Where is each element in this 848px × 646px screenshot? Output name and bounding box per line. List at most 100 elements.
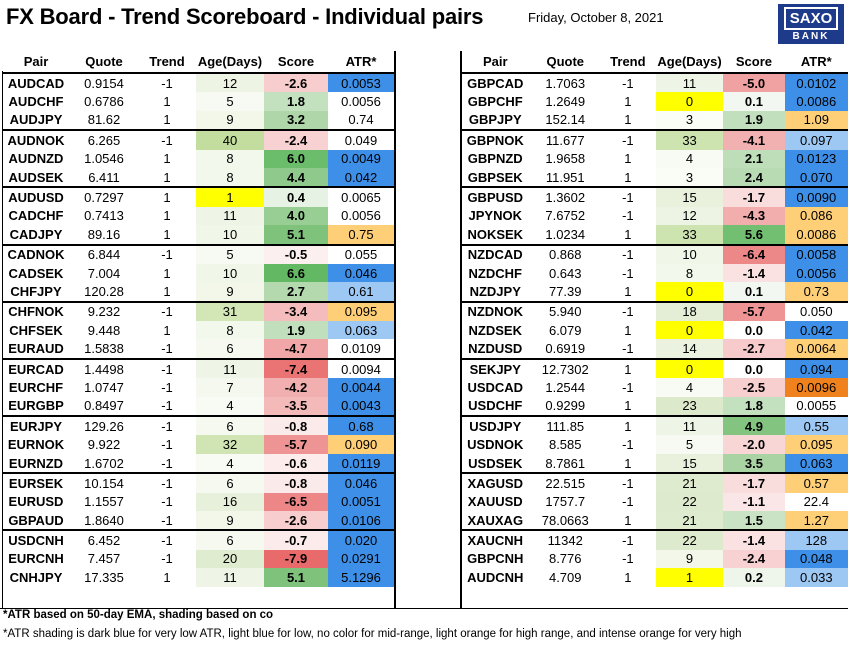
trend-cell: 1 [624,418,632,434]
table-row: USDCHF 0.9299 1 23 1.8 0.0055 [460,396,848,418]
quote-cell: 0.868 [548,247,582,263]
score-cell: -6.4 [723,244,785,264]
pair-cell: CADJPY [2,225,70,246]
quote-cell: 7.004 [87,265,121,281]
quote-cell: 1.7063 [545,75,586,91]
trend-cell: -1 [622,475,634,491]
pair-cell: CHFSEK [9,322,63,338]
quote-cell: 6.265 [87,132,121,148]
pair-cell: AUDCAD [7,75,65,91]
score-cell: -1.7 [723,187,785,207]
age-cell: 4 [655,149,724,168]
column-header-age-days: Age(Days) [196,51,264,74]
trend-cell: 1 [138,110,196,132]
trend-cell: -1 [622,75,634,91]
quote-cell: 0.9154 [84,75,124,91]
quote-cell: 1.3602 [545,190,586,206]
atr-cell: 0.0123 [784,149,848,168]
score-cell: -4.3 [723,206,785,226]
table-row: USDJPY 111.85 1 11 4.9 0.55 [460,416,848,436]
score-cell: 3.2 [264,110,328,132]
column-header-atr: ATR* [784,51,848,74]
score-cell: 5.6 [723,225,785,246]
score-cell: -1.7 [723,473,785,493]
trend-cell: -1 [161,132,173,148]
trend-cell: -1 [161,379,173,395]
table-row: EURJPY 129.26 -1 6 -0.8 0.68 [2,416,394,436]
table-row: JPYNOK 7.6752 -1 12 -4.3 0.086 [460,206,848,226]
pair-cell: GBPNOK [466,132,524,148]
center-divider-line [394,51,396,608]
age-cell: 21 [655,510,724,532]
score-cell: -5.7 [723,301,785,322]
atr-cell: 0.033 [784,568,848,587]
age-cell: 5 [196,244,264,264]
atr-cell: 0.0119 [328,453,394,475]
pair-cell: AUDCHF [8,94,64,110]
quote-cell: 8.7861 [530,453,600,475]
pair-cell: EURAUD [2,339,70,360]
table-row: USDCAD 1.2544 -1 4 -2.5 0.0096 [460,378,848,397]
score-cell: -2.7 [723,339,785,360]
quote-cell: 9.232 [87,304,121,320]
atr-cell: 5.1296 [328,568,394,587]
table-row: EURAUD 1.5838 -1 6 -4.7 0.0109 [2,339,394,360]
atr-cell: 0.094 [784,358,848,379]
trend-cell: 1 [624,151,632,167]
score-cell: -0.6 [264,453,328,475]
age-cell: 3 [655,110,724,132]
trend-cell: -1 [161,418,173,434]
quote-cell: 152.14 [530,110,600,132]
table-row: CHFJPY 120.28 1 9 2.7 0.61 [2,282,394,303]
table-row: GBPNOK 11.677 -1 33 -4.1 0.097 [460,130,848,150]
quote-cell: 1.0546 [84,151,124,167]
age-cell: 4 [196,453,264,475]
trend-cell: -1 [622,265,634,281]
table-row: EURSEK 10.154 -1 6 -0.8 0.046 [2,473,394,493]
quote-cell: 1.5838 [70,339,138,360]
age-cell: 5 [196,92,264,111]
score-cell: -4.7 [264,339,328,360]
trend-cell: 1 [624,94,632,110]
trend-cell: 1 [600,396,656,418]
pair-cell: CHFJPY [2,282,70,303]
age-cell: 33 [655,225,724,246]
atr-cell: 0.0106 [328,510,394,532]
quote-cell: 6.844 [87,247,121,263]
pair-cell: USDCAD [467,379,524,395]
score-cell: 2.4 [723,167,785,189]
trend-cell: -1 [622,379,634,395]
pair-cell: EURCAD [8,361,64,377]
footnote-atr-basis: *ATR based on 50-day EMA, shading based … [3,609,274,621]
header-row: Pair Quote Trend Age(Days) Score ATR* [2,51,394,74]
score-cell: -2.6 [264,73,328,93]
score-cell: 0.2 [723,568,785,587]
atr-cell: 0.0055 [784,396,848,418]
quote-cell: 77.39 [530,282,600,303]
score-cell: -5.7 [264,435,328,454]
score-cell: 0.1 [723,92,785,111]
age-cell: 1 [196,187,264,207]
table-row: EURNZD 1.6702 -1 4 -0.6 0.0119 [2,453,394,475]
atr-cell: 0.0109 [328,339,394,360]
age-cell: 32 [196,435,264,454]
age-cell: 15 [655,187,724,207]
score-cell: 0.4 [264,187,328,207]
age-cell: 5 [655,435,724,454]
table-row: NZDCAD 0.868 -1 10 -6.4 0.0058 [460,244,848,264]
pair-cell: AUDNOK [7,132,65,148]
table-row: USDSEK 8.7861 1 15 3.5 0.063 [460,453,848,475]
score-cell: 4.9 [723,416,785,436]
table-row: AUDNOK 6.265 -1 40 -2.4 0.049 [2,130,394,150]
age-cell: 10 [655,244,724,264]
atr-cell: 0.0094 [341,361,381,377]
atr-cell: 0.090 [328,435,394,454]
atr-cell: 0.0043 [328,396,394,418]
pair-cell: NZDJPY [460,282,531,303]
pair-cell: XAUXAG [460,510,531,532]
score-cell: -0.7 [264,530,328,550]
atr-cell: 0.0058 [784,244,848,264]
atr-cell: 0.55 [784,416,848,436]
pair-cell: CADCHF [8,208,64,224]
quote-cell: 1.4498 [84,361,124,377]
